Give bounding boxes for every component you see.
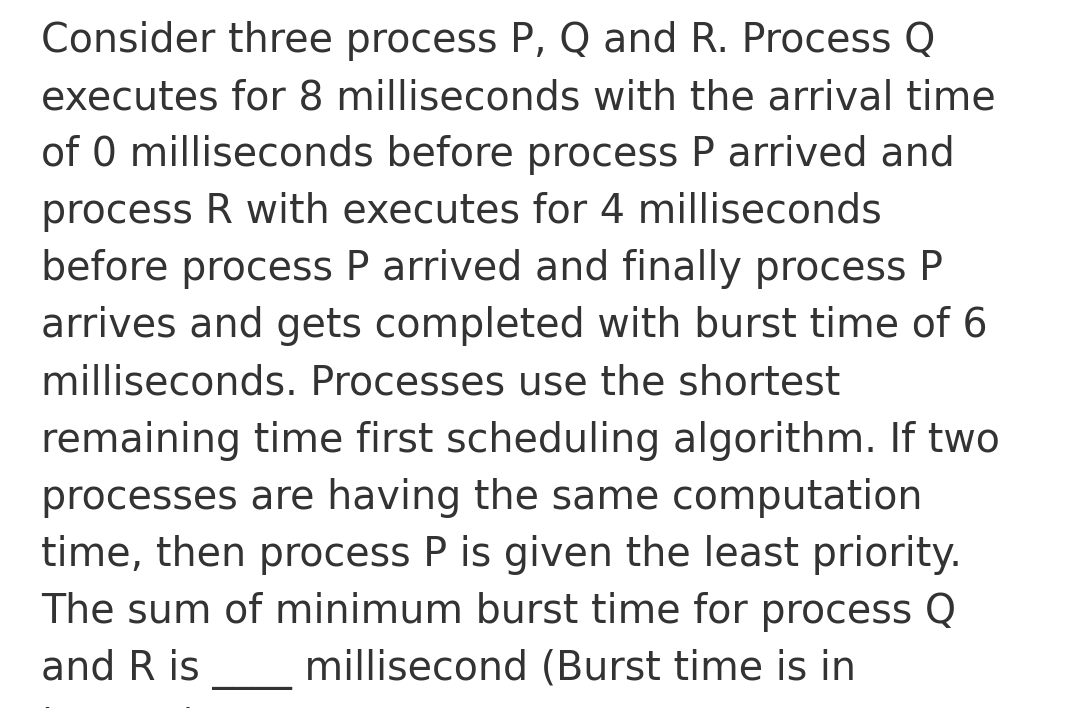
Text: Consider three process P, Q and R. Process Q
executes for 8 milliseconds with th: Consider three process P, Q and R. Proce… <box>41 21 1000 708</box>
